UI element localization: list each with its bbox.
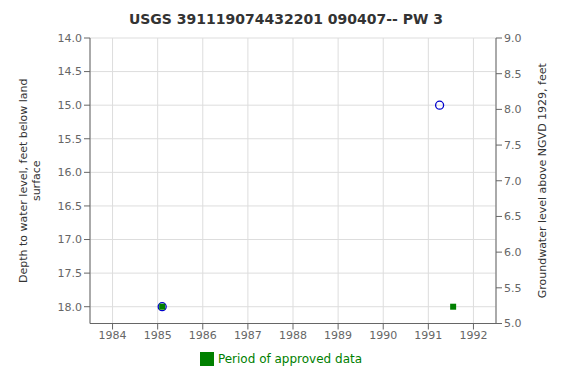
- svg-text:15.5: 15.5: [58, 133, 83, 146]
- svg-text:5.0: 5.0: [504, 317, 522, 330]
- svg-text:16.0: 16.0: [58, 166, 83, 179]
- svg-text:17.5: 17.5: [58, 267, 83, 280]
- svg-text:7.5: 7.5: [504, 139, 522, 152]
- svg-text:1992: 1992: [459, 329, 487, 342]
- svg-text:1991: 1991: [414, 329, 442, 342]
- html-text:Period of approved data: Period of approved data: [217, 351, 363, 366]
- svg-text:15.0: 15.0: [58, 99, 83, 112]
- svg-text:1990: 1990: [369, 329, 397, 342]
- svg-text:5.5: 5.5: [504, 282, 522, 295]
- svg-text:1987: 1987: [234, 329, 262, 342]
- svg-text:17.0: 17.0: [58, 233, 83, 246]
- svg-text:1986: 1986: [189, 329, 217, 342]
- html-text:USGS 391119074432201 090407--: USGS 391119074432201 090407-- PW 3: [128, 11, 444, 27]
- svg-text:14.0: 14.0: [58, 32, 83, 45]
- svg-text:9.0: 9.0: [504, 32, 522, 45]
- svg-text:Depth to water level, feet bel: Depth to water level, feet below landsur…: [17, 78, 43, 283]
- svg-text:8.0: 8.0: [504, 103, 522, 116]
- svg-text:16.5: 16.5: [58, 200, 83, 213]
- svg-text:18.0: 18.0: [58, 301, 83, 314]
- svg-text:Groundwater level above NGVD 1: Groundwater level above NGVD 1929, feet: [536, 63, 549, 299]
- svg-text:1985: 1985: [144, 329, 172, 342]
- svg-text:7.0: 7.0: [504, 175, 522, 188]
- svg-text:6.0: 6.0: [504, 246, 522, 259]
- svg-text:1988: 1988: [279, 329, 307, 342]
- svg-text:8.5: 8.5: [504, 68, 522, 81]
- svg-text:6.5: 6.5: [504, 210, 522, 223]
- svg-text:1984: 1984: [99, 329, 127, 342]
- svg-text:14.5: 14.5: [58, 65, 83, 78]
- svg-text:1989: 1989: [324, 329, 352, 342]
